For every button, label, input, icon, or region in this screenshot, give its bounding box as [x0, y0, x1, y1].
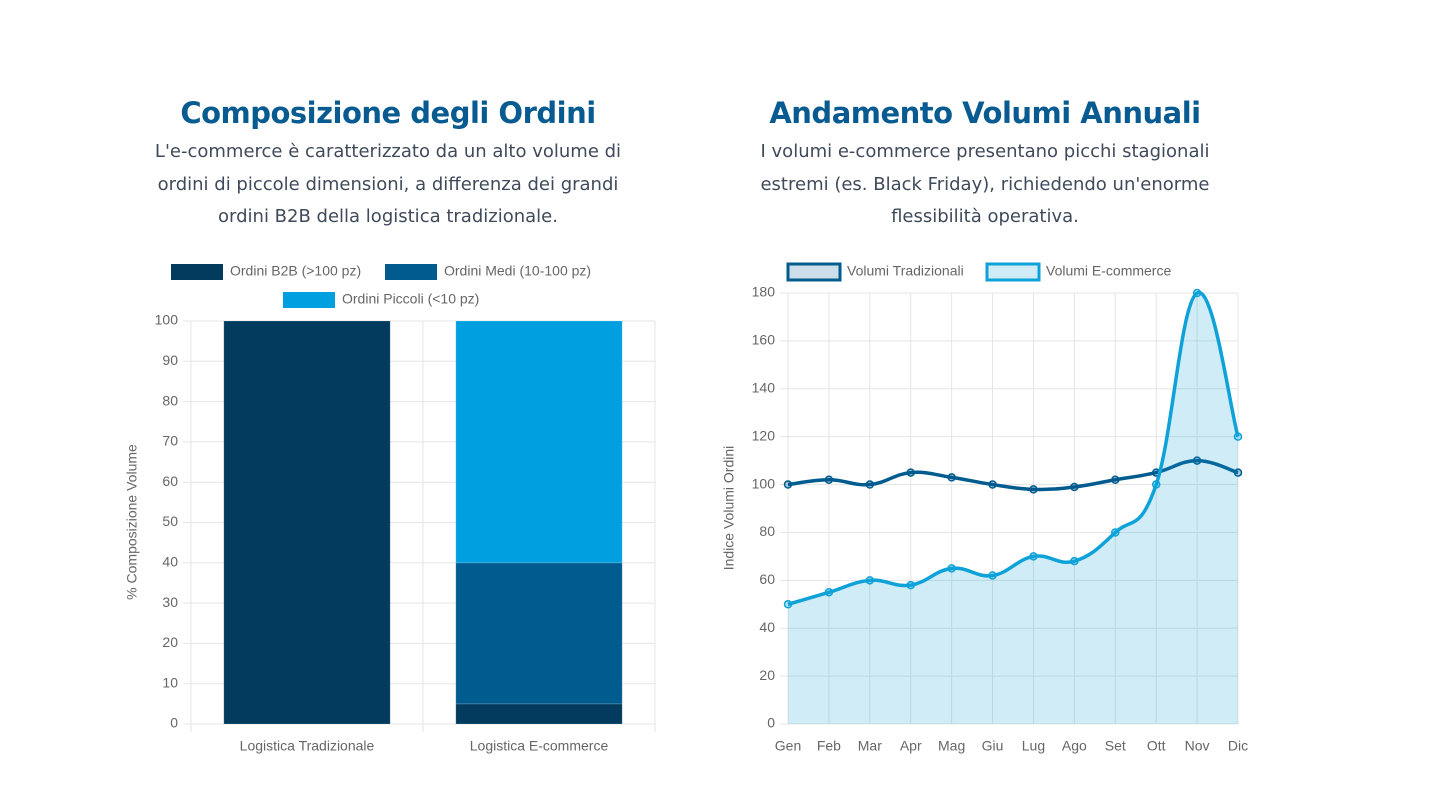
- chart-subtitle: L'e-commerce è caratterizzato da un alto…: [154, 141, 622, 227]
- chart-title: Composizione degli Ordini: [180, 96, 596, 130]
- point: [1192, 288, 1202, 298]
- point: [783, 480, 793, 489]
- y-tick-label: 80: [759, 523, 775, 539]
- header: Andamento Volumi Annuali I volumi e-comm…: [730, 0, 1240, 234]
- x-tick-label: Lug: [1022, 738, 1045, 754]
- point: [1233, 432, 1243, 441]
- x-tick-label: Set: [1105, 738, 1126, 754]
- point: [988, 571, 997, 580]
- legend-label: Volumi Tradizionali: [847, 263, 964, 279]
- y-tick-label: 30: [162, 594, 178, 610]
- y-tick-label: 0: [170, 715, 178, 731]
- point: [1029, 485, 1038, 494]
- x-tick-label: Logistica E-commerce: [470, 738, 609, 754]
- bar-segment: [455, 703, 623, 725]
- y-tick-label: 50: [162, 513, 178, 529]
- legend-swatch: [786, 262, 842, 282]
- y-tick-label: 120: [752, 427, 776, 443]
- legend-swatch: [985, 262, 1041, 282]
- x-tick-label: Mar: [858, 738, 882, 754]
- legend-swatch: [171, 264, 223, 280]
- chart-subtitle: I volumi e-commerce presentano picchi st…: [760, 141, 1210, 227]
- y-axis-title: Indice Volumi Ordini: [721, 446, 737, 571]
- point: [865, 480, 875, 489]
- y-tick-label: 10: [162, 674, 178, 690]
- y-tick-label: 100: [752, 475, 776, 491]
- x-tick-label: Gen: [775, 738, 801, 754]
- point: [906, 580, 915, 590]
- legend-swatch: [283, 292, 335, 308]
- x-tick-label: Logistica Tradizionale: [240, 738, 375, 754]
- point: [1070, 482, 1079, 492]
- x-tick-label: Nov: [1185, 738, 1210, 754]
- point: [1111, 475, 1120, 485]
- y-tick-label: 80: [162, 392, 178, 408]
- legend-swatch: [385, 264, 437, 280]
- header: Composizione degli Ordini L'e-commerce è…: [133, 0, 643, 234]
- legend-label: Volumi E-commerce: [1046, 263, 1171, 279]
- y-tick-label: 20: [162, 634, 178, 650]
- point: [947, 564, 956, 573]
- legend-label: Ordini Medi (10-100 pz): [444, 263, 591, 279]
- point: [1070, 556, 1079, 566]
- point: [783, 600, 793, 609]
- y-tick-label: 100: [155, 312, 179, 328]
- y-tick-label: 20: [759, 667, 775, 683]
- line: [787, 291, 1240, 606]
- y-tick-label: 140: [752, 379, 776, 395]
- y-tick-label: 0: [767, 715, 775, 731]
- legend-label: Ordini Piccoli (<10 pz): [342, 291, 479, 307]
- point: [1029, 552, 1038, 561]
- y-tick-label: 160: [752, 332, 776, 348]
- point: [1233, 468, 1243, 477]
- y-tick-label: 60: [759, 571, 775, 587]
- legend-label: Ordini B2B (>100 pz): [230, 263, 361, 279]
- point: [865, 576, 875, 585]
- y-tick-label: 90: [162, 352, 178, 368]
- bar-segment: [455, 320, 623, 564]
- x-tick-label: Ago: [1062, 738, 1087, 754]
- point: [947, 473, 956, 482]
- y-axis-title: % Composizione Volume: [124, 444, 140, 600]
- y-tick-label: 180: [752, 284, 776, 300]
- point: [1151, 480, 1161, 489]
- x-tick-label: Dic: [1228, 738, 1248, 754]
- x-tick-label: Ott: [1147, 738, 1166, 754]
- x-tick-label: Giu: [982, 738, 1004, 754]
- area: [788, 292, 1238, 724]
- bar-segment: [455, 562, 623, 705]
- point: [1192, 456, 1202, 465]
- x-tick-label: Apr: [900, 738, 922, 754]
- point: [824, 475, 834, 485]
- chart-title: Andamento Volumi Annuali: [769, 96, 1201, 130]
- y-tick-label: 70: [162, 433, 178, 449]
- x-tick-label: Mag: [938, 738, 965, 754]
- y-tick-label: 60: [162, 473, 178, 489]
- y-tick-label: 40: [162, 554, 178, 570]
- point: [1111, 528, 1120, 537]
- x-tick-label: Feb: [817, 738, 841, 754]
- point: [988, 480, 997, 489]
- y-tick-label: 40: [759, 619, 775, 635]
- point: [906, 468, 915, 477]
- point: [824, 588, 834, 597]
- bar-segment: [223, 320, 391, 725]
